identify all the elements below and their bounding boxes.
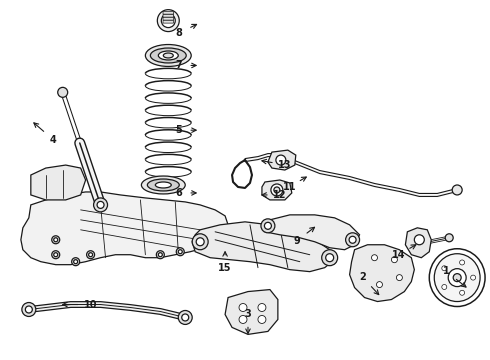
Ellipse shape [453, 274, 461, 282]
Circle shape [157, 10, 179, 32]
Ellipse shape [142, 176, 185, 194]
Circle shape [74, 260, 77, 264]
Circle shape [54, 253, 58, 257]
Ellipse shape [434, 254, 480, 302]
Circle shape [178, 310, 192, 324]
Circle shape [261, 219, 275, 233]
FancyBboxPatch shape [163, 20, 173, 23]
Circle shape [72, 258, 80, 266]
Text: 11: 11 [282, 182, 296, 192]
FancyBboxPatch shape [163, 17, 173, 20]
Circle shape [178, 250, 182, 254]
Circle shape [158, 253, 162, 257]
Circle shape [276, 155, 286, 165]
Circle shape [445, 234, 453, 242]
Text: 14: 14 [392, 250, 406, 260]
FancyBboxPatch shape [163, 12, 173, 14]
Circle shape [89, 253, 93, 257]
Text: 15: 15 [219, 263, 232, 273]
Polygon shape [405, 228, 431, 258]
Text: 4: 4 [50, 135, 57, 145]
Polygon shape [192, 222, 335, 272]
Text: 10: 10 [84, 300, 98, 310]
Polygon shape [262, 180, 292, 200]
Circle shape [460, 290, 465, 295]
Circle shape [274, 187, 280, 193]
Circle shape [271, 184, 283, 196]
Circle shape [54, 238, 58, 242]
Circle shape [192, 234, 208, 250]
Circle shape [258, 303, 266, 311]
Polygon shape [31, 165, 86, 200]
Circle shape [345, 233, 360, 247]
Circle shape [460, 260, 465, 265]
Polygon shape [349, 245, 415, 302]
Ellipse shape [448, 269, 466, 287]
Circle shape [265, 222, 271, 229]
Circle shape [58, 87, 68, 97]
Polygon shape [268, 150, 296, 170]
Circle shape [161, 14, 175, 28]
Text: 8: 8 [176, 28, 183, 38]
Circle shape [87, 251, 95, 259]
Ellipse shape [147, 179, 179, 191]
Circle shape [176, 248, 184, 256]
Circle shape [376, 282, 383, 288]
Circle shape [25, 306, 32, 313]
Circle shape [470, 275, 476, 280]
Circle shape [442, 266, 447, 271]
Circle shape [156, 251, 164, 259]
Text: 5: 5 [175, 125, 182, 135]
Polygon shape [21, 192, 228, 265]
Circle shape [97, 201, 104, 208]
Text: 9: 9 [294, 236, 300, 246]
Circle shape [52, 251, 60, 259]
Ellipse shape [429, 249, 485, 306]
Text: 1: 1 [443, 266, 450, 276]
Text: 3: 3 [245, 310, 251, 319]
Circle shape [22, 302, 36, 316]
Circle shape [442, 284, 447, 289]
Circle shape [239, 315, 247, 323]
Circle shape [392, 257, 397, 263]
Polygon shape [262, 215, 360, 250]
Circle shape [322, 250, 338, 266]
Polygon shape [225, 289, 278, 334]
Ellipse shape [146, 45, 191, 67]
Circle shape [182, 314, 189, 321]
Text: 12: 12 [273, 190, 287, 200]
Text: 6: 6 [175, 188, 182, 198]
Circle shape [326, 254, 334, 262]
Circle shape [52, 236, 60, 244]
Circle shape [239, 303, 247, 311]
Circle shape [258, 315, 266, 323]
Circle shape [196, 238, 204, 246]
Circle shape [371, 255, 377, 261]
Ellipse shape [150, 48, 186, 63]
Ellipse shape [158, 51, 178, 60]
Circle shape [452, 185, 462, 195]
Ellipse shape [155, 182, 172, 188]
Circle shape [396, 275, 402, 280]
Text: 2: 2 [359, 272, 366, 282]
FancyBboxPatch shape [163, 14, 173, 17]
Ellipse shape [163, 53, 173, 58]
Circle shape [415, 235, 424, 245]
Text: 13: 13 [278, 160, 292, 170]
Circle shape [349, 236, 356, 243]
Circle shape [94, 198, 107, 212]
Text: 7: 7 [175, 60, 182, 71]
